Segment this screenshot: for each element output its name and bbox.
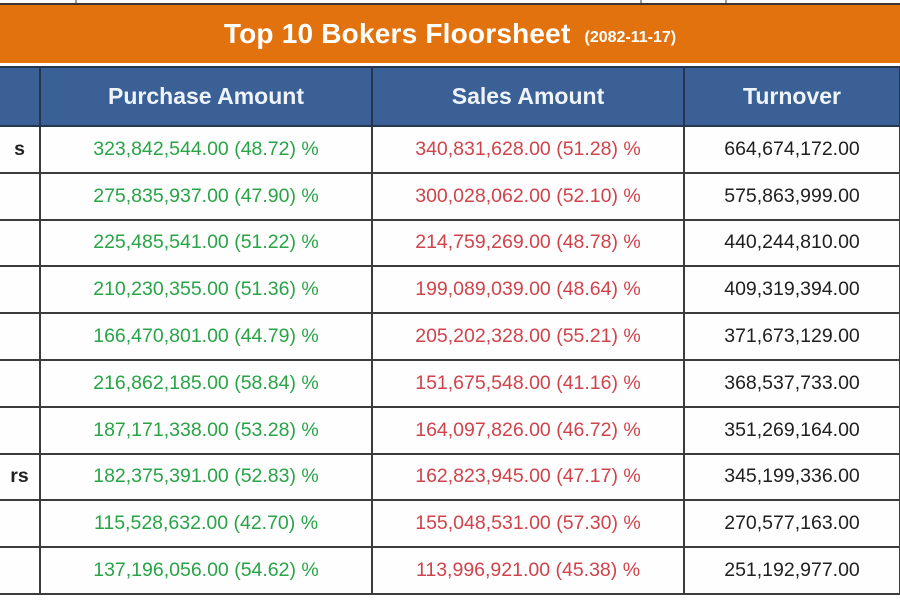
turnover-cell: 270,577,163.00 — [683, 499, 900, 549]
broker-cell — [0, 171, 41, 221]
purchase-amount-cell: 187,171,338.00 (53.28) % — [39, 405, 373, 455]
purchase-amount-cell: 182,375,391.00 (52.83) % — [39, 452, 373, 502]
sales-amount-cell: 199,089,039.00 (48.64) % — [371, 265, 685, 315]
column-header-broker — [0, 66, 41, 127]
purchase-amount-cell: 225,485,541.00 (51.22) % — [39, 218, 373, 268]
top-edge-sliver — [0, 0, 900, 3]
column-header-sales: Sales Amount — [372, 66, 685, 127]
table-row: rs 182,375,391.00 (52.83) % 162,823,945.… — [0, 452, 900, 502]
sales-amount-cell: 214,759,269.00 (48.78) % — [371, 218, 685, 268]
table-body: s 323,842,544.00 (48.72) % 340,831,628.0… — [0, 125, 900, 595]
purchase-amount-cell: 137,196,056.00 (54.62) % — [39, 546, 373, 595]
table-row: 210,230,355.00 (51.36) % 199,089,039.00 … — [0, 265, 900, 315]
table-row: 137,196,056.00 (54.62) % 113,996,921.00 … — [0, 546, 900, 595]
purchase-amount-cell: 166,470,801.00 (44.79) % — [39, 312, 373, 361]
turnover-cell: 440,244,810.00 — [683, 218, 900, 268]
table-row: 275,835,937.00 (47.90) % 300,028,062.00 … — [0, 171, 900, 221]
purchase-amount-cell: 115,528,632.00 (42.70) % — [39, 499, 373, 549]
table-row: 187,171,338.00 (53.28) % 164,097,826.00 … — [0, 405, 900, 455]
sales-amount-cell: 300,028,062.00 (52.10) % — [371, 171, 685, 221]
turnover-cell: 664,674,172.00 — [683, 125, 900, 174]
column-header-purchase: Purchase Amount — [40, 66, 373, 127]
title-band: Top 10 Bokers Floorsheet (2082-11-17) — [0, 3, 900, 63]
turnover-cell: 371,673,129.00 — [683, 312, 900, 361]
broker-cell — [0, 358, 41, 408]
floorsheet-table: Purchase Amount Sales Amount Turnover s … — [0, 66, 900, 595]
sales-amount-cell: 162,823,945.00 (47.17) % — [371, 452, 685, 502]
top-edge-artifact — [75, 0, 77, 3]
sales-amount-cell: 155,048,531.00 (57.30) % — [371, 499, 685, 549]
broker-cell — [0, 312, 41, 361]
turnover-cell: 351,269,164.00 — [683, 405, 900, 455]
turnover-cell: 251,192,977.00 — [683, 546, 900, 595]
purchase-amount-cell: 275,835,937.00 (47.90) % — [39, 171, 373, 221]
sales-amount-cell: 340,831,628.00 (51.28) % — [371, 125, 685, 174]
table-header: Purchase Amount Sales Amount Turnover — [0, 66, 900, 127]
page-title: Top 10 Bokers Floorsheet — [223, 18, 571, 49]
table-row: 216,862,185.00 (58.84) % 151,675,548.00 … — [0, 358, 900, 408]
sales-amount-cell: 205,202,328.00 (55.21) % — [371, 312, 685, 361]
top-edge-artifact — [725, 0, 727, 3]
broker-cell — [0, 546, 41, 595]
broker-cell — [0, 499, 41, 549]
purchase-amount-cell: 210,230,355.00 (51.36) % — [39, 265, 373, 315]
broker-cell: s — [0, 125, 41, 174]
sales-amount-cell: 164,097,826.00 (46.72) % — [371, 405, 685, 455]
table-row: s 323,842,544.00 (48.72) % 340,831,628.0… — [0, 125, 900, 174]
top-edge-artifact — [640, 0, 642, 3]
broker-cell — [0, 265, 41, 315]
purchase-amount-cell: 216,862,185.00 (58.84) % — [39, 358, 373, 408]
header-row: Purchase Amount Sales Amount Turnover — [0, 66, 900, 127]
turnover-cell: 345,199,336.00 — [683, 452, 900, 502]
title-date: (2082-11-17) — [584, 29, 677, 46]
turnover-cell: 368,537,733.00 — [683, 358, 900, 408]
broker-cell: rs — [0, 452, 41, 502]
sales-amount-cell: 151,675,548.00 (41.16) % — [371, 358, 685, 408]
turnover-cell: 409,319,394.00 — [683, 265, 900, 315]
purchase-amount-cell: 323,842,544.00 (48.72) % — [39, 125, 373, 174]
table-row: 115,528,632.00 (42.70) % 155,048,531.00 … — [0, 499, 900, 549]
sales-amount-cell: 113,996,921.00 (45.38) % — [371, 546, 685, 595]
broker-cell — [0, 218, 41, 268]
broker-cell — [0, 405, 41, 455]
turnover-cell: 575,863,999.00 — [683, 171, 900, 221]
table-row: 225,485,541.00 (51.22) % 214,759,269.00 … — [0, 218, 900, 268]
table-row: 166,470,801.00 (44.79) % 205,202,328.00 … — [0, 312, 900, 361]
column-header-turnover: Turnover — [684, 66, 900, 127]
